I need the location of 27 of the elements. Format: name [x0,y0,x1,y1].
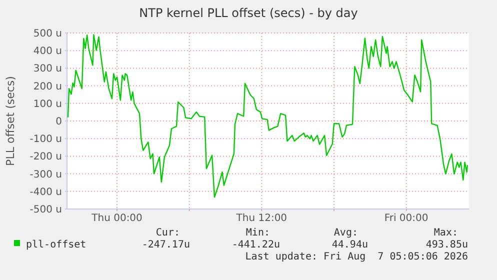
x-tick-label: Thu 00:00 [90,213,142,224]
y-tick-label: 0 [56,116,62,128]
y-tick-label: -200 u [30,152,62,163]
y-tick-label: 300 u [33,64,62,75]
y-tick-label: 500 u [33,28,62,40]
y-axis-title: PLL offset (secs) [4,76,17,166]
y-tick-label: -400 u [30,186,62,198]
y-tick-label: -500 u [30,204,62,216]
text: Last update: Fri Aug 7 05:05:06 2026 [245,252,468,262]
text: -441.22u [232,240,280,250]
y-tick-label: 100 u [33,98,62,110]
legend-label: pll-offset [26,240,86,250]
y-tick-label: -300 u [30,169,62,180]
x-tick-label: Thu 12:00 [235,213,288,224]
y-tick-label: 400 u [33,46,62,58]
y-tick-label: 200 u [33,81,62,92]
text: Cur: [156,228,180,238]
x-tick-label: Fri 00:00 [384,213,428,224]
text: Min: [246,228,270,238]
line-series [67,34,468,198]
text: -247.17u [142,240,190,250]
chart-title: NTP kernel PLL offset (secs) - by day [139,6,358,20]
text: 493.85u [426,240,468,250]
text: Avg: [334,228,358,238]
text: Max: [434,228,458,238]
y-tick-label: -100 u [30,134,62,146]
text: 44.94u [332,240,368,250]
